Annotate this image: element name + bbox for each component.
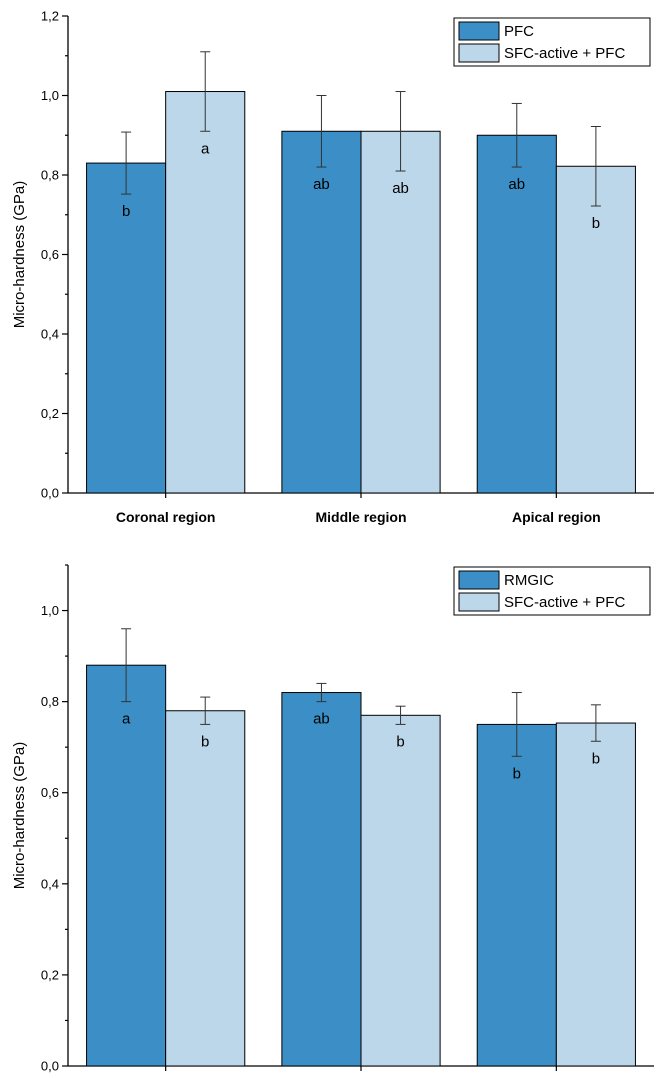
legend-entry-label: PFC xyxy=(504,23,534,40)
y-tick-label: 0,6 xyxy=(41,247,59,262)
y-axis-label: Micro-hardness (GPa) xyxy=(11,181,28,329)
legend-entry-label: SFC-active + PFC xyxy=(504,45,625,62)
bar-series1 xyxy=(281,130,362,494)
legend-entry-label: RMGIC xyxy=(504,572,554,589)
bar-series1 xyxy=(86,664,167,1067)
bar-series1 xyxy=(86,162,167,494)
y-tick-label: 1,0 xyxy=(41,88,59,103)
bar-series2 xyxy=(360,130,441,494)
y-tick-label: 0,2 xyxy=(41,406,59,421)
bar-series2 xyxy=(555,722,636,1067)
significance-letter: ab xyxy=(392,180,409,197)
bar-series2 xyxy=(165,710,246,1067)
legend-swatch xyxy=(458,43,500,63)
bar-series1 xyxy=(476,134,557,494)
x-category-label: Apical region xyxy=(512,509,601,525)
significance-letter: b xyxy=(592,750,600,767)
significance-letter: a xyxy=(201,140,210,157)
y-tick-label: 0,6 xyxy=(41,785,59,800)
significance-letter: b xyxy=(201,733,209,750)
y-tick-label: 1,0 xyxy=(41,603,59,618)
significance-letter: a xyxy=(122,711,131,728)
bar-chart-top: 0,0 0,2 0,4 0,6 0,8 1,0 1,2 Micro-hardness (GPa… xyxy=(11,9,654,525)
bar-series1 xyxy=(281,692,362,1067)
y-tick-label: 0,0 xyxy=(41,486,59,501)
bar-series2 xyxy=(360,714,441,1067)
significance-letter: ab xyxy=(508,176,525,193)
significance-letter: b xyxy=(592,215,600,232)
legend-swatch xyxy=(458,592,500,612)
significance-letter: ab xyxy=(313,176,330,193)
significance-letter: b xyxy=(122,203,130,220)
significance-letter: b xyxy=(396,733,404,750)
y-axis-label: Micro-hardness (GPa) xyxy=(11,742,28,890)
significance-letter: b xyxy=(513,765,521,782)
y-tick-label: 0,4 xyxy=(41,327,59,342)
bar-series2 xyxy=(165,91,246,494)
y-tick-label: 0,8 xyxy=(41,694,59,709)
y-tick-label: 1,2 xyxy=(41,9,59,24)
legend-swatch xyxy=(458,570,500,590)
y-tick-label: 0,2 xyxy=(41,967,59,982)
bar-series2 xyxy=(555,165,636,494)
legend-swatch xyxy=(458,21,500,41)
significance-letter: ab xyxy=(313,711,330,728)
x-category-label: Coronal region xyxy=(116,509,216,525)
y-tick-label: 0,4 xyxy=(41,876,59,891)
x-category-label: Middle region xyxy=(316,509,407,525)
y-tick-label: 0,8 xyxy=(41,168,59,183)
legend-entry-label: SFC-active + PFC xyxy=(504,594,625,611)
y-tick-label: 0,0 xyxy=(41,1059,59,1074)
